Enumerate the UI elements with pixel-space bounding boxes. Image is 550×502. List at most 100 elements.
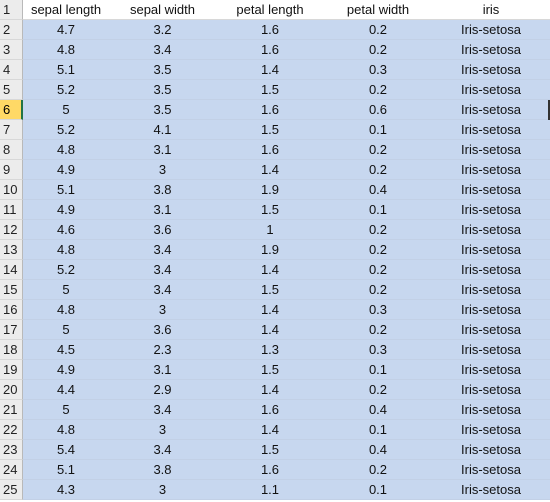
data-cell[interactable]: 0.2 bbox=[324, 80, 432, 100]
data-cell[interactable]: 2.3 bbox=[109, 340, 216, 360]
data-cell[interactable]: 0.2 bbox=[324, 140, 432, 160]
data-cell[interactable]: 4.6 bbox=[23, 220, 109, 240]
data-cell[interactable]: 1.1 bbox=[216, 480, 324, 500]
data-cell[interactable]: 3.8 bbox=[109, 180, 216, 200]
data-cell[interactable]: 3 bbox=[109, 160, 216, 180]
data-cell[interactable]: 0.6 bbox=[324, 100, 432, 120]
row-header[interactable]: 5 bbox=[0, 80, 23, 100]
data-cell[interactable]: 2.9 bbox=[109, 380, 216, 400]
row-header[interactable]: 23 bbox=[0, 440, 23, 460]
data-cell[interactable]: 5 bbox=[23, 280, 109, 300]
data-cell[interactable]: 5.4 bbox=[23, 440, 109, 460]
data-cell[interactable]: 0.2 bbox=[324, 380, 432, 400]
data-cell[interactable]: Iris-setosa bbox=[432, 440, 550, 460]
row-header[interactable]: 18 bbox=[0, 340, 23, 360]
data-cell[interactable]: 1.4 bbox=[216, 260, 324, 280]
data-cell[interactable]: 4.9 bbox=[23, 360, 109, 380]
data-cell[interactable]: Iris-setosa bbox=[432, 360, 550, 380]
row-header[interactable]: 7 bbox=[0, 120, 23, 140]
data-cell[interactable]: 1.5 bbox=[216, 200, 324, 220]
data-cell[interactable]: 0.1 bbox=[324, 120, 432, 140]
data-cell[interactable]: 5.2 bbox=[23, 120, 109, 140]
data-cell[interactable]: 4.9 bbox=[23, 160, 109, 180]
data-cell[interactable]: 1.4 bbox=[216, 320, 324, 340]
data-cell[interactable]: 3.1 bbox=[109, 140, 216, 160]
data-cell[interactable]: 4.8 bbox=[23, 300, 109, 320]
data-cell[interactable]: 5.2 bbox=[23, 260, 109, 280]
data-cell[interactable]: 0.4 bbox=[324, 180, 432, 200]
data-cell[interactable]: 3.6 bbox=[109, 220, 216, 240]
data-cell[interactable]: 1.5 bbox=[216, 280, 324, 300]
data-cell[interactable]: 4.9 bbox=[23, 200, 109, 220]
row-header[interactable]: 21 bbox=[0, 400, 23, 420]
row-header[interactable]: 16 bbox=[0, 300, 23, 320]
row-header[interactable]: 13 bbox=[0, 240, 23, 260]
data-cell[interactable]: 4.4 bbox=[23, 380, 109, 400]
data-cell[interactable]: 3.8 bbox=[109, 460, 216, 480]
data-cell[interactable]: Iris-setosa bbox=[432, 260, 550, 280]
data-cell[interactable]: 1.6 bbox=[216, 20, 324, 40]
data-cell[interactable]: 3.6 bbox=[109, 320, 216, 340]
data-cell[interactable]: 1.4 bbox=[216, 160, 324, 180]
row-header[interactable]: 12 bbox=[0, 220, 23, 240]
data-cell[interactable]: 1.6 bbox=[216, 100, 324, 120]
data-cell[interactable]: 0.1 bbox=[324, 360, 432, 380]
data-cell[interactable]: 0.2 bbox=[324, 240, 432, 260]
column-header-cell[interactable]: petal length bbox=[216, 0, 324, 20]
data-cell[interactable]: 3.4 bbox=[109, 40, 216, 60]
data-cell[interactable]: Iris-setosa bbox=[432, 60, 550, 80]
data-cell[interactable]: 1.4 bbox=[216, 380, 324, 400]
data-cell[interactable]: 4.1 bbox=[109, 120, 216, 140]
data-cell[interactable]: 1.6 bbox=[216, 460, 324, 480]
data-cell[interactable]: 4.8 bbox=[23, 420, 109, 440]
data-cell[interactable]: 0.3 bbox=[324, 340, 432, 360]
data-cell[interactable]: 0.4 bbox=[324, 440, 432, 460]
data-cell[interactable]: Iris-setosa bbox=[432, 400, 550, 420]
column-header-cell[interactable]: petal width bbox=[324, 0, 432, 20]
data-cell[interactable]: 0.1 bbox=[324, 200, 432, 220]
data-cell[interactable]: 0.3 bbox=[324, 300, 432, 320]
data-cell[interactable]: 4.7 bbox=[23, 20, 109, 40]
data-cell[interactable]: Iris-setosa bbox=[432, 200, 550, 220]
data-cell[interactable]: Iris-setosa bbox=[432, 180, 550, 200]
data-cell[interactable]: 0.4 bbox=[324, 400, 432, 420]
data-cell[interactable]: 5.1 bbox=[23, 60, 109, 80]
data-cell[interactable]: 1.5 bbox=[216, 360, 324, 380]
row-header[interactable]: 9 bbox=[0, 160, 23, 180]
row-header[interactable]: 24 bbox=[0, 460, 23, 480]
row-header[interactable]: 19 bbox=[0, 360, 23, 380]
data-cell[interactable]: 1.9 bbox=[216, 180, 324, 200]
data-cell[interactable]: 1.5 bbox=[216, 440, 324, 460]
data-cell[interactable]: 5 bbox=[23, 320, 109, 340]
column-header-cell[interactable]: sepal length bbox=[23, 0, 109, 20]
data-cell[interactable]: 5 bbox=[23, 400, 109, 420]
row-header[interactable]: 15 bbox=[0, 280, 23, 300]
data-cell[interactable]: 4.8 bbox=[23, 140, 109, 160]
data-cell[interactable]: Iris-setosa bbox=[432, 320, 550, 340]
row-header[interactable]: 4 bbox=[0, 60, 23, 80]
row-header[interactable]: 10 bbox=[0, 180, 23, 200]
data-cell[interactable]: 0.2 bbox=[324, 260, 432, 280]
data-cell[interactable]: 3.1 bbox=[109, 360, 216, 380]
data-cell[interactable]: Iris-setosa bbox=[432, 420, 550, 440]
data-cell[interactable]: 3.1 bbox=[109, 200, 216, 220]
data-cell[interactable]: Iris-setosa bbox=[432, 280, 550, 300]
data-cell[interactable]: Iris-setosa bbox=[432, 480, 550, 500]
data-cell[interactable]: 3.4 bbox=[109, 400, 216, 420]
data-cell[interactable]: 0.2 bbox=[324, 280, 432, 300]
data-cell[interactable]: 3.5 bbox=[109, 60, 216, 80]
column-header-cell[interactable]: iris bbox=[432, 0, 550, 20]
data-cell[interactable]: 4.8 bbox=[23, 240, 109, 260]
data-cell[interactable]: 5.1 bbox=[23, 460, 109, 480]
data-cell[interactable]: Iris-setosa bbox=[432, 380, 550, 400]
data-cell[interactable]: 0.2 bbox=[324, 160, 432, 180]
data-cell[interactable]: 1.6 bbox=[216, 40, 324, 60]
data-cell[interactable]: 1.5 bbox=[216, 80, 324, 100]
column-header-cell[interactable]: sepal width bbox=[109, 0, 216, 20]
data-cell[interactable]: 3.4 bbox=[109, 280, 216, 300]
data-cell[interactable]: 5.1 bbox=[23, 180, 109, 200]
data-cell[interactable]: 1.4 bbox=[216, 60, 324, 80]
data-cell[interactable]: Iris-setosa bbox=[432, 120, 550, 140]
data-cell[interactable]: 1.6 bbox=[216, 140, 324, 160]
data-cell[interactable]: Iris-setosa bbox=[432, 460, 550, 480]
